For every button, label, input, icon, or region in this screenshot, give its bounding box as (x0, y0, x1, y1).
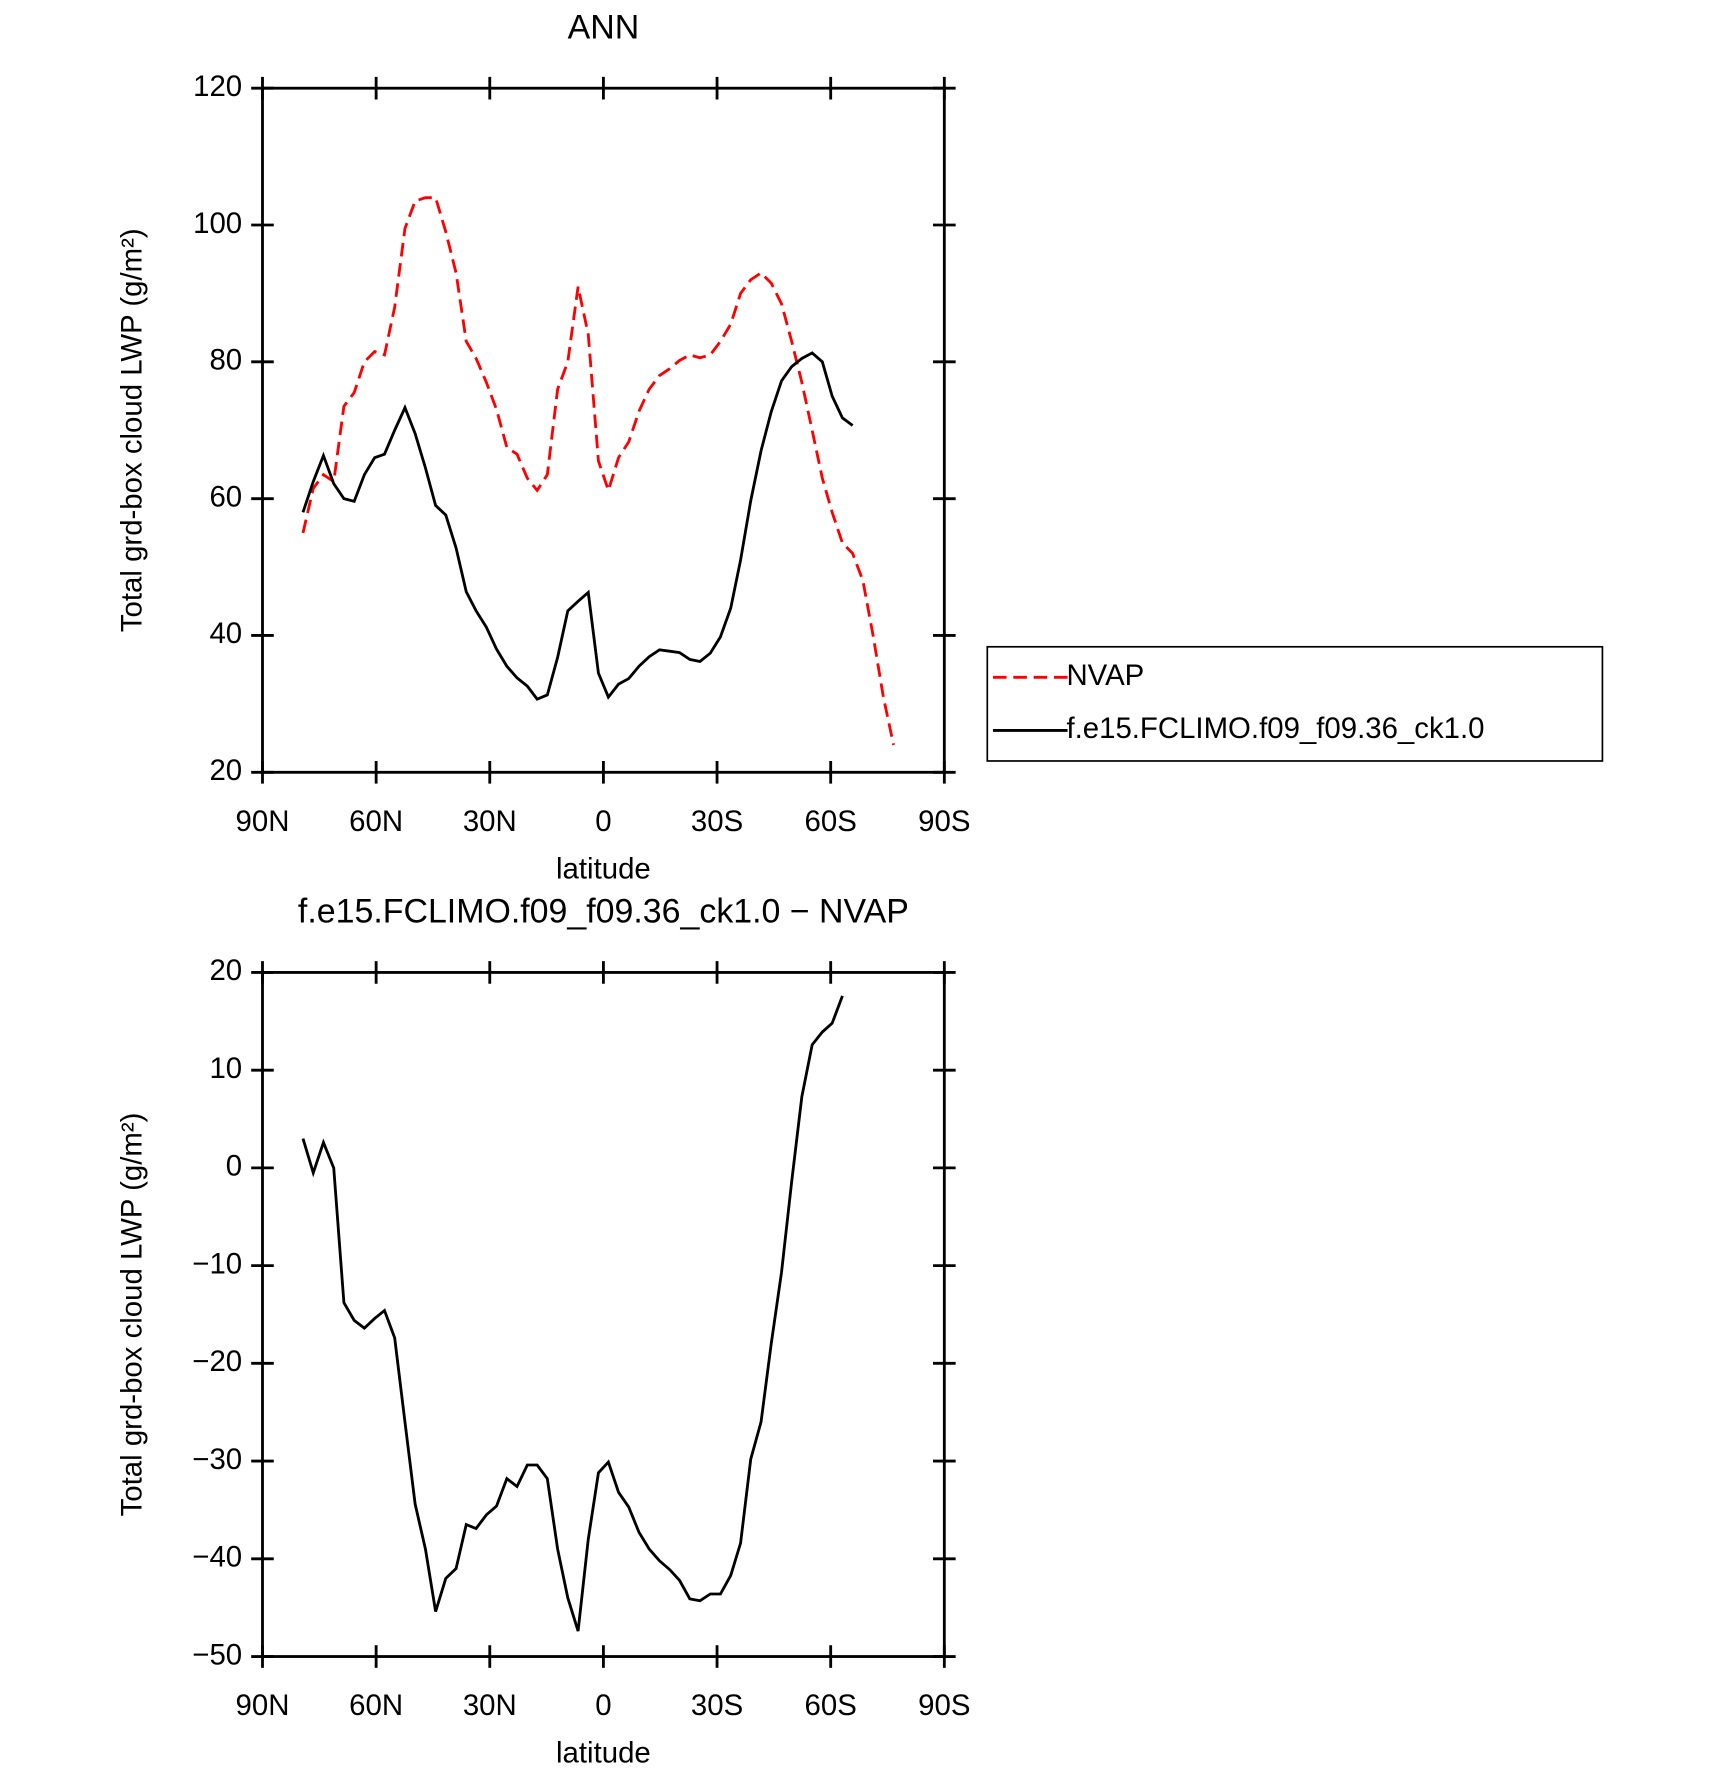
x-tick-label: 0 (595, 805, 611, 838)
x-tick-label: 60S (805, 1689, 857, 1722)
y-tick-label: 0 (226, 1150, 242, 1183)
y-tick-label: −40 (192, 1541, 242, 1574)
x-tick-label: 30S (691, 1689, 743, 1722)
y-axis-label: Total grd-box cloud LWP (g/m²) (115, 228, 148, 632)
y-tick-label: 20 (209, 754, 242, 787)
y-tick-label: 80 (209, 344, 242, 377)
x-tick-label: 30S (691, 805, 743, 838)
legend-label: NVAP (1066, 659, 1144, 692)
legend-box (986, 645, 1604, 762)
y-tick-label: 120 (193, 70, 242, 103)
y-axis-label: Total grd-box cloud LWP (g/m²) (115, 1113, 148, 1517)
y-tick-label: 20 (209, 954, 242, 987)
x-tick-label: 30N (463, 1689, 517, 1722)
x-tick-label: 60N (349, 1689, 403, 1722)
chart-title: ANN (568, 8, 640, 46)
data-line (301, 995, 844, 1632)
data-line (301, 196, 895, 746)
x-axis-label: latitude (556, 1737, 651, 1770)
x-tick-label: 90N (236, 805, 290, 838)
plot-frame (261, 86, 946, 774)
y-tick-label: 100 (193, 207, 242, 240)
x-tick-label: 90S (918, 1689, 970, 1722)
y-tick-label: 10 (209, 1052, 242, 1085)
x-tick-label: 90N (236, 1689, 290, 1722)
x-tick-label: 0 (595, 1689, 611, 1722)
y-tick-label: −30 (192, 1443, 242, 1476)
y-tick-label: 40 (209, 617, 242, 650)
plot-frame (261, 971, 946, 1658)
chart-title: f.e15.FCLIMO.f09_f09.36_ck1.0 − NVAP (298, 893, 909, 931)
y-tick-label: 60 (209, 480, 242, 513)
x-tick-label: 60N (349, 805, 403, 838)
x-tick-label: 30N (463, 805, 517, 838)
x-tick-label: 90S (918, 805, 970, 838)
y-tick-label: −10 (192, 1247, 242, 1280)
x-axis-label: latitude (556, 852, 651, 885)
data-line (301, 351, 854, 701)
legend-label: f.e15.FCLIMO.f09_f09.36_ck1.0 (1066, 712, 1484, 745)
y-tick-label: −20 (192, 1345, 242, 1378)
y-tick-label: −50 (192, 1638, 242, 1671)
x-tick-label: 60S (805, 805, 857, 838)
